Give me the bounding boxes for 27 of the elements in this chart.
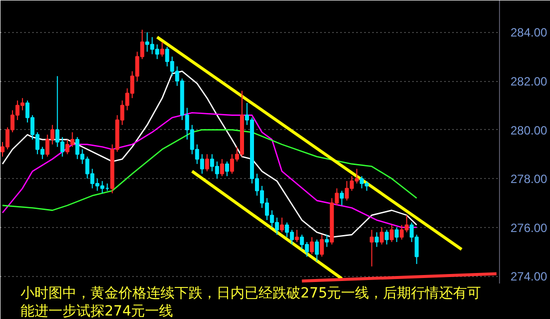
candlestick bbox=[370, 229, 374, 267]
line-series bbox=[2, 70, 418, 238]
candlestick bbox=[384, 229, 389, 245]
candlestick bbox=[374, 232, 379, 248]
candlestick bbox=[220, 158, 224, 177]
y-tick-label: 284.00 bbox=[510, 26, 548, 40]
candlestick bbox=[390, 224, 394, 243]
candlestick bbox=[320, 234, 324, 258]
candlestick bbox=[225, 161, 230, 177]
y-tick-label: 280.00 bbox=[510, 123, 548, 138]
y-tick-label: 276.00 bbox=[510, 220, 548, 235]
candlestick bbox=[280, 217, 284, 233]
text: 小时图中，黄金价格连续下跌，日内已经跌破275元一线，后期行情还有可能进一步试探274元一线 bbox=[20, 286, 482, 319]
line-series bbox=[2, 112, 418, 228]
candlestick bbox=[160, 41, 164, 58]
candlestick bbox=[394, 226, 399, 243]
y-tick-label: 278.00 bbox=[510, 172, 548, 186]
candlestick bbox=[294, 229, 299, 243]
candlestick bbox=[310, 236, 314, 255]
y-tick-label: 274.00 bbox=[510, 270, 548, 284]
candlestick bbox=[340, 190, 344, 206]
candlestick bbox=[380, 226, 384, 245]
candlestick bbox=[205, 154, 210, 172]
candlestick bbox=[324, 234, 329, 248]
y-tick-label: 282.00 bbox=[510, 74, 548, 89]
line-series bbox=[2, 129, 418, 211]
candlestick bbox=[314, 239, 319, 262]
